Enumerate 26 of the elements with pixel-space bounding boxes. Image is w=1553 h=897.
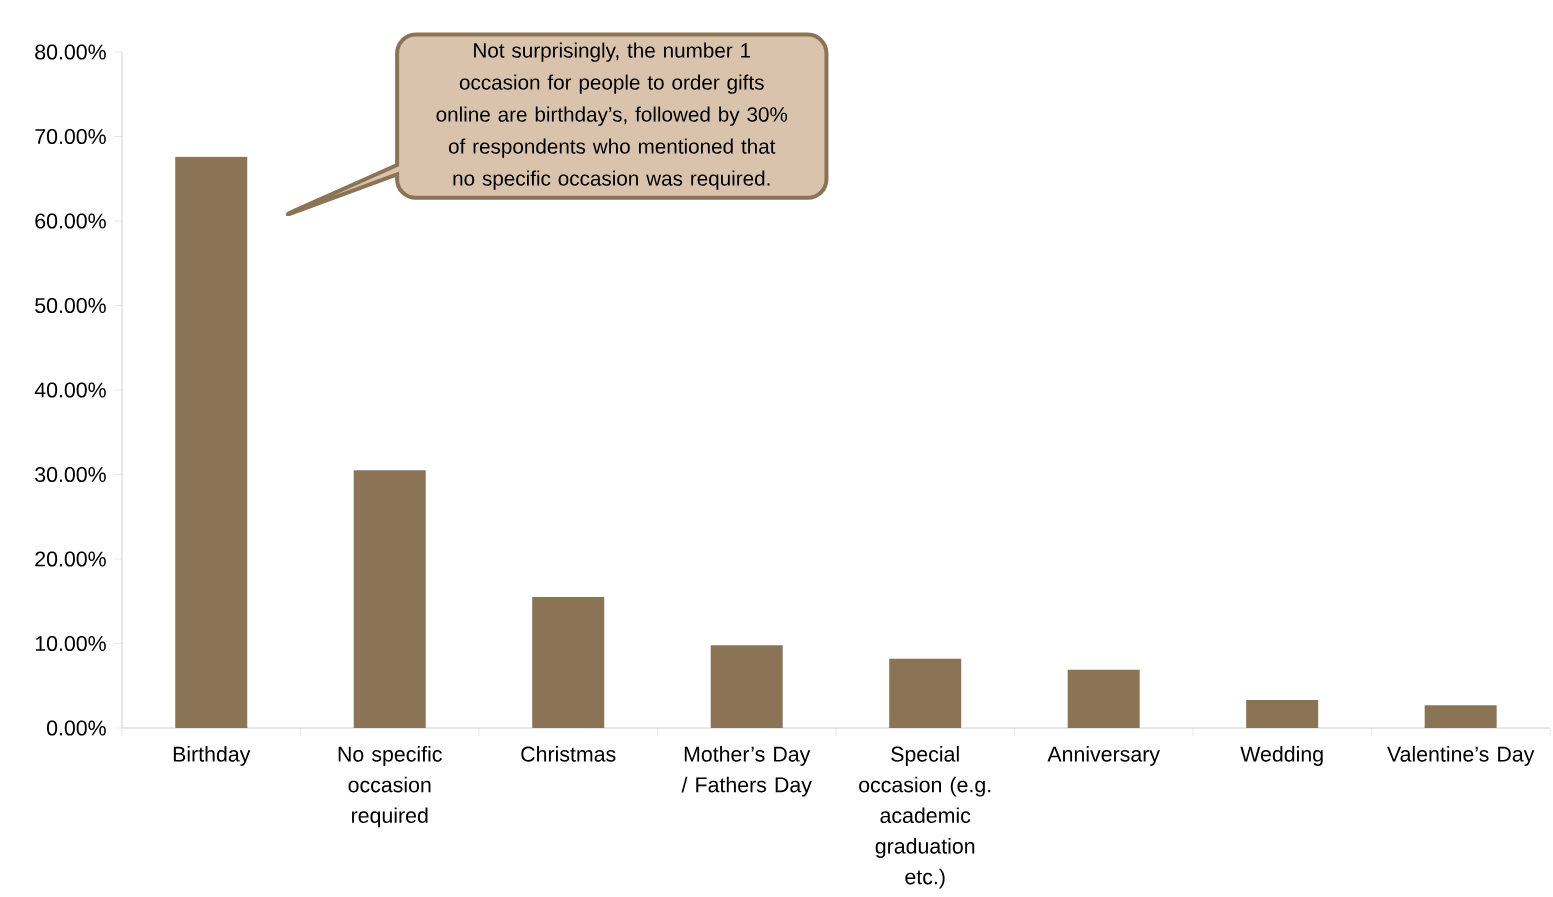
x-tick-label: Anniversary xyxy=(1047,746,1160,766)
annotation: Not surprisingly, the number 1 occasion for people to order gifts online are birthday’s, followed by 30% of respondents who mentioned that no specific occasion was required. xyxy=(436,42,788,190)
x-tick-label: Mother’s Day / Fathers Day xyxy=(681,746,812,797)
bar xyxy=(889,658,962,728)
y-tick-label: 70.00% xyxy=(35,128,106,145)
bar xyxy=(710,645,783,728)
y-tick-label: 30.00% xyxy=(35,466,106,483)
y-tick-label: 40.00% xyxy=(34,382,106,398)
x-tick-label: No specific occasion required xyxy=(338,746,442,828)
bar xyxy=(1424,705,1497,728)
bar xyxy=(532,597,605,728)
x-tick-label: Wedding xyxy=(1240,746,1323,766)
y-tick-label: 60.00% xyxy=(35,213,106,229)
x-tick-label: Valentine’s Day xyxy=(1387,746,1535,766)
x-tick-label: Christmas xyxy=(521,746,616,762)
y-tick-label: 0.00% xyxy=(46,720,106,736)
y-tick-label: 10.00% xyxy=(35,635,106,652)
y-tick-label: 50.00% xyxy=(35,297,106,314)
bar xyxy=(175,156,248,728)
x-tick-label: Special occasion (e.g. academic graduation etc.) xyxy=(859,746,991,889)
bar xyxy=(1246,700,1319,728)
bar xyxy=(1067,669,1140,728)
y-tick-label: 20.00% xyxy=(35,551,106,567)
x-tick-label: Birthday xyxy=(173,746,251,766)
bar xyxy=(353,470,426,728)
y-tick-label: 80.00% xyxy=(35,44,106,60)
